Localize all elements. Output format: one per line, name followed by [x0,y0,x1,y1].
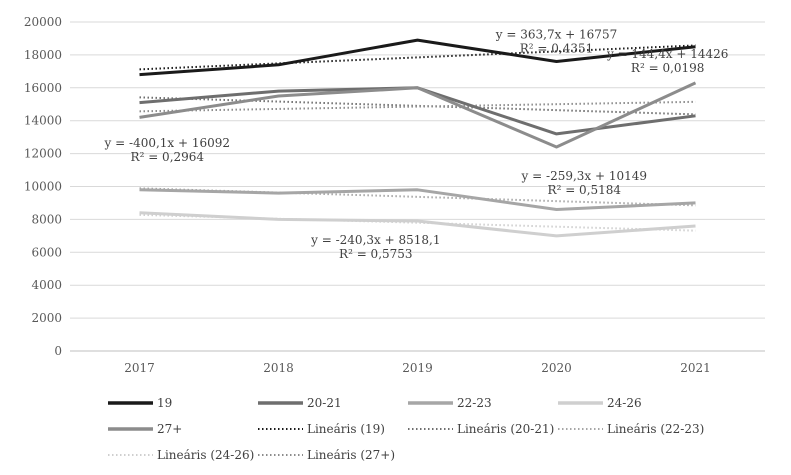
legend-label: Lineáris (22-23) [607,422,704,436]
legend-label: 22-23 [457,396,492,410]
trendline [139,44,696,71]
gridlines [70,21,765,319]
x-tick-label: 2017 [124,361,155,375]
legend-label: 19 [157,396,172,410]
equation-label: y = -240,3x + 8518,1 [310,233,440,247]
equation-label: y = -259,3x + 10149 [521,169,648,183]
equation-label: y = 363,7x + 16757 [495,27,617,41]
legend-label: 24-26 [607,396,642,410]
r-squared-label: R² = 0,5753 [339,247,413,261]
r-squared-label: R² = 0,4351 [520,41,594,55]
y-tick-label: 4000 [31,278,62,292]
series-line [139,38,696,77]
series-line [139,81,697,149]
legend: 19 20-21 22-23 24-26 27+ Lineáris (19) Lineári… [108,396,704,462]
y-tick-label: 8000 [31,212,62,226]
legend-label: 20-21 [307,396,342,410]
legend-label: Lineáris (20-21) [457,422,554,436]
trendline [139,96,696,116]
r-squared-label: R² = 0,0198 [631,61,705,75]
axes: 0 2000 4000 6000 8000 10000 12000 14000 16000 180… [24,15,765,375]
x-tick-label: 2018 [263,361,294,375]
equation-label: y = 144,4x + 14426 [606,47,728,61]
y-tick-label: 6000 [31,245,62,259]
x-tick-label: 2020 [541,361,572,375]
series-line [139,211,696,238]
x-tick-label: 2021 [680,361,711,375]
legend-label: Lineáris (19) [307,422,385,436]
y-tick-label: 16000 [24,81,62,95]
series-line [139,188,696,211]
y-tick-label: 12000 [24,147,62,161]
trendline [139,100,696,113]
equation-label: y = -400,1x + 16092 [104,136,231,150]
r-squared-label: R² = 0,5184 [548,183,622,197]
x-tick-label: 2019 [402,361,433,375]
y-tick-label: 0 [54,344,62,358]
y-tick-label: 14000 [24,114,62,128]
legend-label: Lineáris (27+) [307,448,395,462]
y-tick-label: 2000 [31,311,62,325]
y-tick-label: 10000 [24,180,62,194]
series-lines [139,38,697,238]
y-tick-label: 18000 [24,48,62,62]
legend-label: Lineáris (24-26) [157,448,254,462]
y-tick-label: 20000 [24,15,62,29]
legend-label: 27+ [157,422,182,436]
r-squared-label: R² = 0,2964 [131,150,205,164]
